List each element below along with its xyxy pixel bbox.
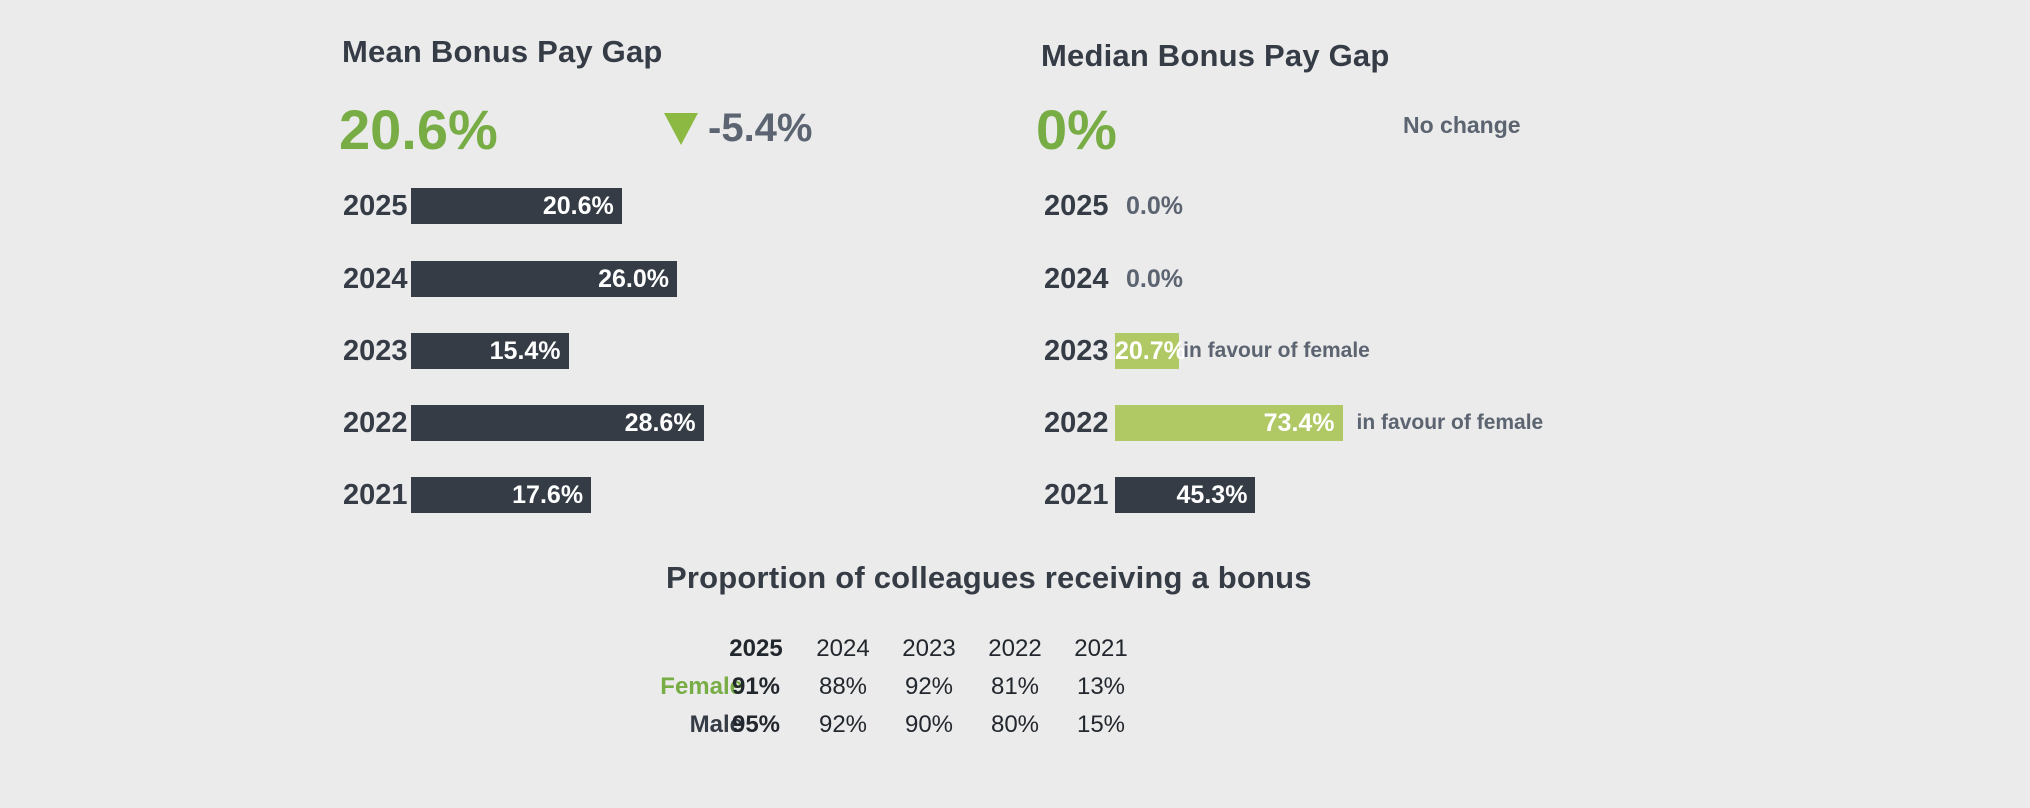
median-title: Median Bonus Pay Gap	[1041, 38, 1390, 73]
bar-year-label: 2023	[343, 335, 408, 367]
median-headline-value: 0%	[1036, 98, 1117, 161]
table-cell: 13%	[1076, 673, 1126, 700]
mean-bar: 15.4%	[411, 333, 569, 369]
table-cell: 88%	[818, 673, 868, 700]
bar-note: in favour of female	[1356, 411, 1544, 434]
bar-year-label: 2022	[1044, 407, 1109, 439]
table-cell: 95%	[731, 711, 781, 738]
proportion-table: 2025 2024 2023 2022 2021 Female 91% 88% 92% 81% 13…	[0, 630, 2030, 750]
mean-bar: 17.6%	[411, 477, 592, 513]
table-cell: 81%	[990, 673, 1040, 700]
table-column-header: 2022	[988, 635, 1042, 662]
table-row-label: Female	[660, 673, 743, 700]
mean-bar: 26.0%	[411, 261, 677, 297]
bar-year-label: 2024	[1044, 263, 1109, 295]
median-bar-value: 0.0%	[1126, 265, 1183, 293]
median-bar-value: 0.0%	[1126, 192, 1183, 220]
median-bar: 73.4%	[1115, 405, 1343, 441]
table-cell: 80%	[990, 711, 1040, 738]
bar-year-label: 2025	[343, 190, 408, 222]
table-cell: 91%	[731, 673, 781, 700]
median-bar: 20.7%	[1115, 333, 1186, 369]
table-column-header: 2023	[902, 635, 956, 662]
table-cell: 92%	[818, 711, 868, 738]
median-bar: 45.3%	[1115, 477, 1256, 513]
table-cell: 90%	[904, 711, 954, 738]
mean-change: -5.4%	[708, 106, 813, 150]
bar-year-label: 2022	[343, 407, 408, 439]
bar-year-label: 2023	[1044, 335, 1109, 367]
table-row-label: Male	[689, 711, 743, 738]
triangle-down-icon	[664, 113, 698, 145]
bar-year-label: 2024	[343, 263, 408, 295]
mean-title: Mean Bonus Pay Gap	[342, 34, 663, 69]
median-change: No change	[1403, 112, 1521, 138]
mean-bar: 20.6%	[411, 188, 622, 224]
bar-year-label: 2025	[1044, 190, 1109, 222]
table-column-header: 2024	[816, 635, 870, 662]
proportion-title: Proportion of colleagues receiving a bon…	[666, 560, 1312, 595]
mean-bar: 28.6%	[411, 405, 704, 441]
table-column-header: 2021	[1074, 635, 1128, 662]
table-cell: 15%	[1076, 711, 1126, 738]
mean-headline-value: 20.6%	[339, 98, 498, 161]
table-column-header: 2025	[729, 635, 783, 662]
table-cell: 92%	[904, 673, 954, 700]
bar-note: in favour of female	[1183, 339, 1370, 362]
bar-year-label: 2021	[1044, 479, 1109, 511]
bar-year-label: 2021	[343, 479, 408, 511]
